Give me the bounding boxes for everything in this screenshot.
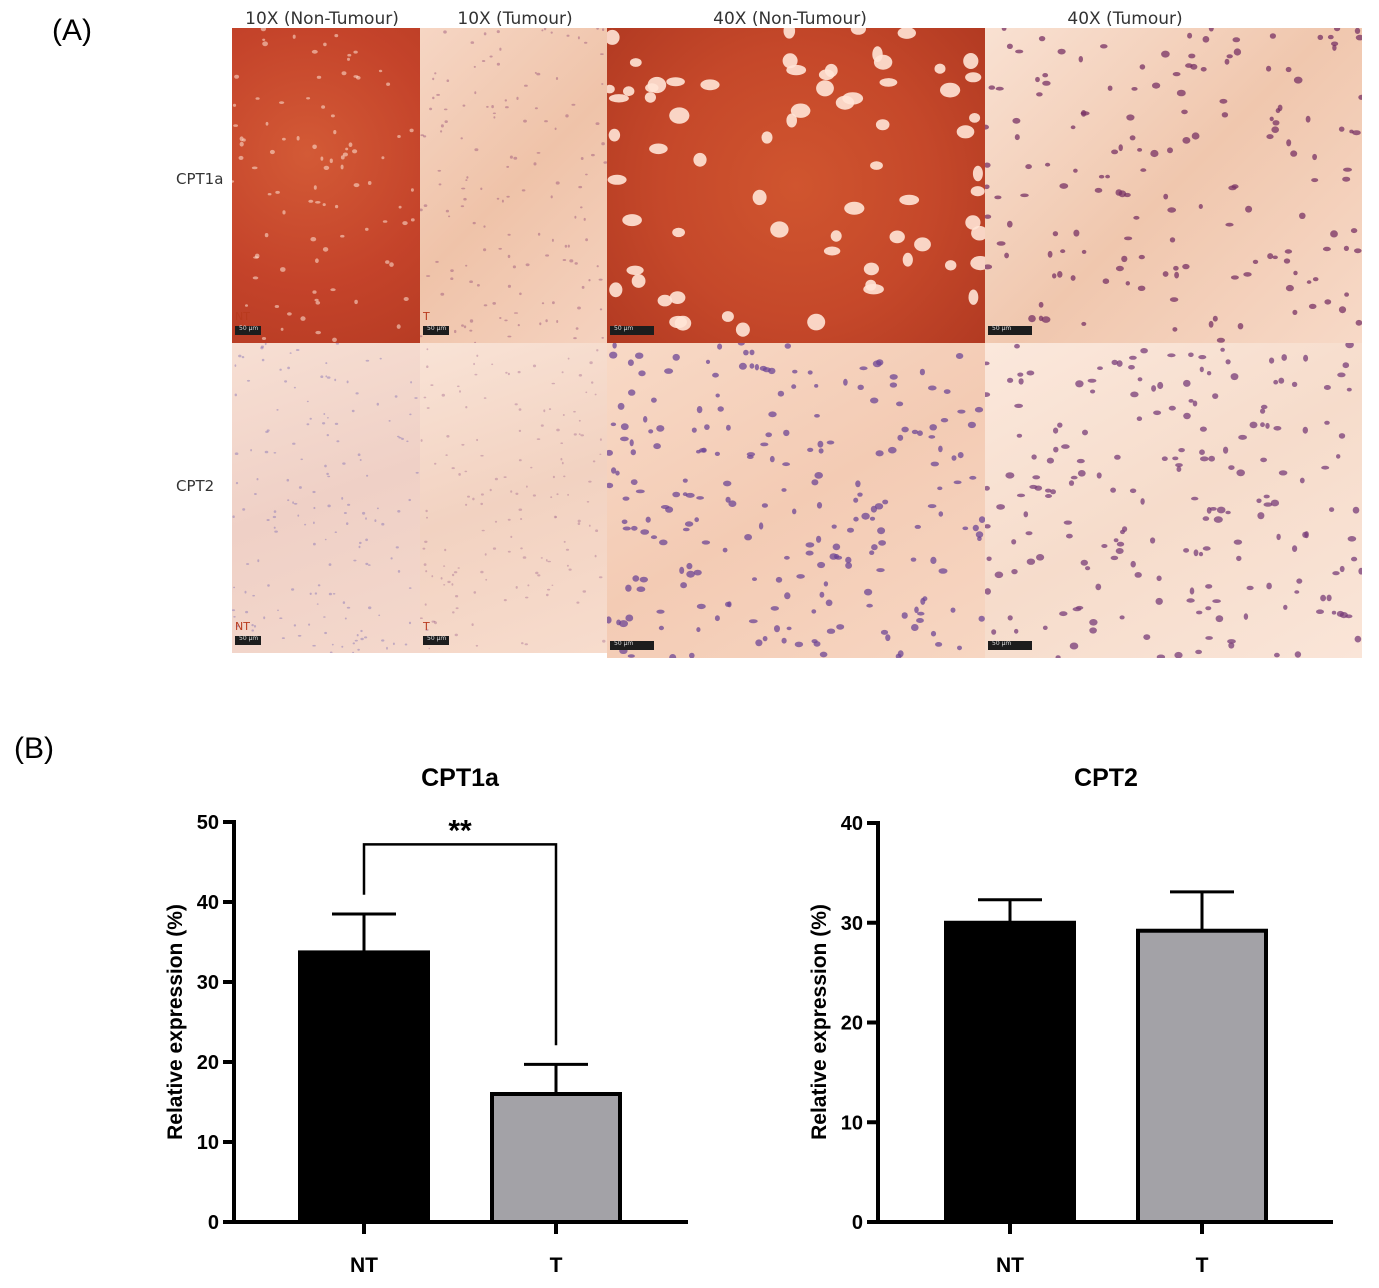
column-header-40x-tumour: 40X (Tumour) <box>1067 9 1183 29</box>
scale-bar: 50 µm <box>235 325 261 335</box>
scale-bar-text: 50 µm <box>614 640 634 647</box>
chart-title: CPT1a <box>421 764 500 792</box>
micrograph-cpt1a-40x-tumour: 50 µm <box>985 28 1362 343</box>
bar-t <box>1136 928 1268 1224</box>
tile-tag: NT <box>235 620 250 633</box>
tile-tag: NT <box>235 310 250 323</box>
scale-bar-text: 50 µm <box>992 325 1012 332</box>
scale-bar-text: 50 µm <box>427 635 447 642</box>
micrograph-cpt2-10x-tumour: 50 µm T <box>420 343 607 653</box>
tile-tag: T <box>423 620 430 633</box>
row-header-cpt1a: CPT1a <box>176 170 224 188</box>
chart-cpt1a: CPT1a Relative expression (%) NT T 0 10 20 30 40… <box>164 764 688 1277</box>
y-tick-label: 10 <box>197 1132 219 1154</box>
y-axis-label: Relative expression (%) <box>164 904 187 1140</box>
chart-cpt2: CPT2 Relative expression (%) NT T 0 10 20 30 40 <box>808 764 1333 1277</box>
tile-tag: T <box>423 310 430 323</box>
y-tick-label: 40 <box>197 892 219 914</box>
bar-nt <box>298 950 430 1225</box>
y-tick-label: 20 <box>197 1052 219 1074</box>
scale-bar-text: 50 µm <box>239 635 259 642</box>
bar-nt <box>944 920 1076 1224</box>
column-header-40x-nontumour: 40X (Non-Tumour) <box>713 9 867 29</box>
micrograph-cpt1a-40x-nontumour: 50 µm <box>607 28 985 343</box>
micrograph-cpt2-40x-tumour: 50 µm <box>985 343 1362 658</box>
panel-a-label: (A) <box>52 14 92 47</box>
micrograph-cpt2-10x-nontumour: 50 µm NT <box>232 343 420 653</box>
scale-bar: 50 µm <box>610 640 654 650</box>
y-tick-label: 30 <box>841 913 863 935</box>
y-tick-label: 0 <box>852 1212 863 1234</box>
micrograph-cpt1a-10x-tumour: 50 µm T <box>420 28 607 343</box>
scale-bar: 50 µm <box>423 635 449 645</box>
y-tick-label: 50 <box>197 812 219 834</box>
column-header-10x-nontumour: 10X (Non-Tumour) <box>245 9 399 29</box>
y-axis-label: Relative expression (%) <box>808 904 831 1140</box>
scale-bar-text: 50 µm <box>239 325 259 332</box>
y-tick-label: 20 <box>841 1013 863 1035</box>
chart-title: CPT2 <box>1074 764 1138 792</box>
significance-label: ** <box>448 814 472 847</box>
panel-b-label: (B) <box>14 732 54 765</box>
row-header-cpt2: CPT2 <box>176 477 215 495</box>
scale-bar: 50 µm <box>235 635 261 645</box>
y-tick-label: 0 <box>208 1212 219 1234</box>
y-tick-label: 30 <box>197 972 219 994</box>
x-tick-label: NT <box>996 1254 1024 1277</box>
x-tick-label: T <box>550 1254 563 1277</box>
scale-bar-text: 50 µm <box>992 640 1012 647</box>
x-tick-label: NT <box>350 1254 378 1277</box>
scale-bar: 50 µm <box>988 640 1032 650</box>
significance-bracket <box>362 843 558 1046</box>
scale-bar: 50 µm <box>423 325 449 335</box>
scale-bar-text: 50 µm <box>614 325 634 332</box>
bar-t <box>490 1092 622 1224</box>
scale-bar-text: 50 µm <box>427 325 447 332</box>
column-header-10x-tumour: 10X (Tumour) <box>457 9 573 29</box>
y-tick-label: 40 <box>841 813 863 835</box>
micrograph-cpt2-40x-nontumour: 50 µm <box>607 343 985 658</box>
scale-bar: 50 µm <box>988 325 1032 335</box>
micrograph-cpt1a-10x-nontumour: 50 µm NT <box>232 28 420 343</box>
x-tick-label: T <box>1196 1254 1209 1277</box>
y-tick-label: 10 <box>841 1112 863 1134</box>
scale-bar: 50 µm <box>610 325 654 335</box>
